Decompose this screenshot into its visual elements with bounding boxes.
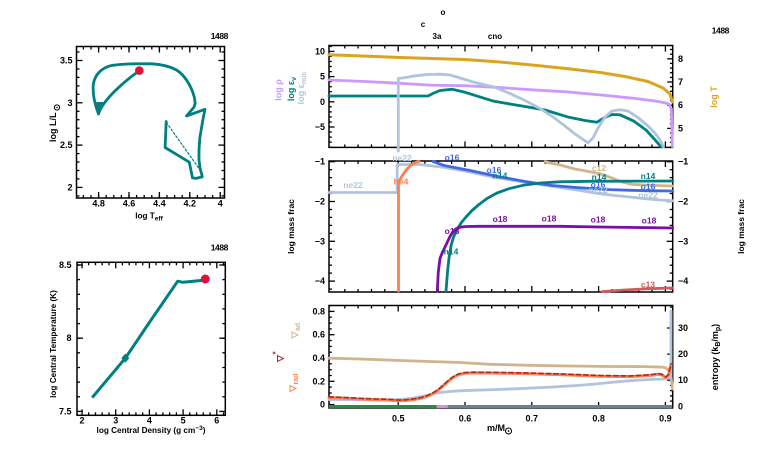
svg-text:ne22: ne22	[392, 153, 412, 163]
svg-text:5: 5	[678, 123, 683, 133]
svg-text:0.6: 0.6	[312, 330, 325, 340]
svg-text:0: 0	[320, 97, 325, 107]
svg-text:entropy (kB/mp): entropy (kB/mp)	[710, 324, 722, 390]
svg-text:0.8: 0.8	[592, 414, 605, 424]
svg-text:−3: −3	[315, 236, 325, 246]
svg-text:log Central Temperature (K): log Central Temperature (K)	[49, 290, 58, 398]
svg-text:o16: o16	[591, 180, 606, 190]
svg-text:log εnuc: log εnuc	[296, 72, 308, 105]
svg-text:log mass frac: log mass frac	[286, 199, 296, 254]
svg-text:log Teff: log Teff	[135, 212, 163, 223]
svg-text:0: 0	[678, 401, 683, 411]
svg-text:0.7: 0.7	[526, 414, 539, 424]
svg-text:8: 8	[678, 54, 683, 64]
svg-text:−4: −4	[315, 276, 325, 286]
svg-text:cno: cno	[488, 32, 502, 41]
svg-text:1488: 1488	[712, 26, 730, 36]
svg-text:−5: −5	[315, 122, 325, 132]
svg-text:o18: o18	[642, 215, 657, 225]
svg-text:1488: 1488	[211, 31, 229, 41]
svg-text:*: *	[272, 351, 281, 355]
svg-text:0.4: 0.4	[312, 353, 325, 363]
svg-text:5: 5	[320, 72, 325, 82]
svg-text:4: 4	[147, 416, 152, 426]
svg-text:o16: o16	[487, 165, 502, 175]
svg-text:−2: −2	[678, 197, 688, 207]
svg-text:0: 0	[320, 400, 325, 410]
svg-text:c13: c13	[641, 279, 655, 289]
svg-text:4.6: 4.6	[123, 199, 136, 209]
svg-text:−1: −1	[678, 157, 688, 167]
svg-text:−4: −4	[678, 276, 688, 286]
svg-text:ad: ad	[295, 323, 302, 331]
svg-text:log L/L: log L/L	[48, 112, 58, 142]
svg-text:5: 5	[181, 416, 186, 426]
svg-text:m/M: m/M	[487, 423, 505, 433]
svg-text:7.5: 7.5	[59, 406, 72, 416]
svg-text:2: 2	[67, 182, 72, 192]
svg-text:log T: log T	[709, 86, 719, 108]
svg-text:log εν: log εν	[286, 77, 298, 101]
svg-text:4: 4	[218, 199, 223, 209]
svg-text:3.5: 3.5	[60, 56, 73, 66]
svg-text:0.8: 0.8	[312, 306, 325, 316]
svg-text:0.6: 0.6	[459, 414, 472, 424]
svg-text:0.9: 0.9	[659, 414, 672, 424]
svg-text:−3: −3	[678, 236, 688, 246]
svg-text:he4: he4	[394, 177, 409, 187]
svg-text:4.8: 4.8	[92, 199, 105, 209]
svg-text:o18: o18	[493, 214, 508, 224]
svg-text:c: c	[421, 20, 426, 29]
svg-text:1488: 1488	[211, 243, 229, 253]
svg-text:20: 20	[678, 349, 688, 359]
svg-text:n14: n14	[592, 172, 607, 182]
svg-text:o16: o16	[641, 182, 656, 192]
svg-text:10: 10	[315, 46, 325, 56]
svg-text:3a: 3a	[433, 32, 442, 41]
svg-text:log ρ: log ρ	[274, 79, 284, 101]
svg-text:n14: n14	[641, 171, 656, 181]
svg-text:6: 6	[214, 416, 219, 426]
svg-text:o18: o18	[591, 215, 606, 225]
svg-text:7: 7	[678, 77, 683, 87]
svg-text:c12: c12	[592, 163, 606, 173]
svg-text:2.5: 2.5	[60, 140, 73, 150]
svg-text:8: 8	[66, 333, 71, 343]
svg-text:2: 2	[79, 416, 84, 426]
svg-text:−1: −1	[315, 157, 325, 167]
svg-text:4.2: 4.2	[184, 199, 197, 209]
svg-text:o18: o18	[542, 214, 557, 224]
svg-text:3: 3	[67, 98, 72, 108]
svg-text:o18: o18	[445, 226, 460, 236]
svg-text:4.4: 4.4	[153, 199, 166, 209]
svg-text:3: 3	[113, 416, 118, 426]
svg-text:6: 6	[678, 100, 683, 110]
svg-text:ne22: ne22	[638, 190, 658, 200]
svg-text:8.5: 8.5	[59, 260, 72, 270]
svg-text:n14: n14	[493, 171, 508, 181]
svg-text:ne22: ne22	[588, 185, 608, 195]
svg-text:0.5: 0.5	[392, 414, 405, 424]
svg-text:log Central Density (g cm−3): log Central Density (g cm−3)	[97, 425, 206, 435]
svg-text:n14: n14	[444, 247, 459, 257]
svg-text:30: 30	[678, 323, 688, 333]
svg-text:rad: rad	[293, 374, 300, 385]
svg-text:ne22: ne22	[343, 180, 363, 190]
svg-text:0.2: 0.2	[312, 376, 325, 386]
svg-text:−2: −2	[315, 197, 325, 207]
svg-text:log mass frac: log mass frac	[736, 199, 746, 254]
svg-text:o16: o16	[445, 153, 460, 163]
svg-text:10: 10	[678, 375, 688, 385]
svg-text:o: o	[441, 8, 446, 17]
